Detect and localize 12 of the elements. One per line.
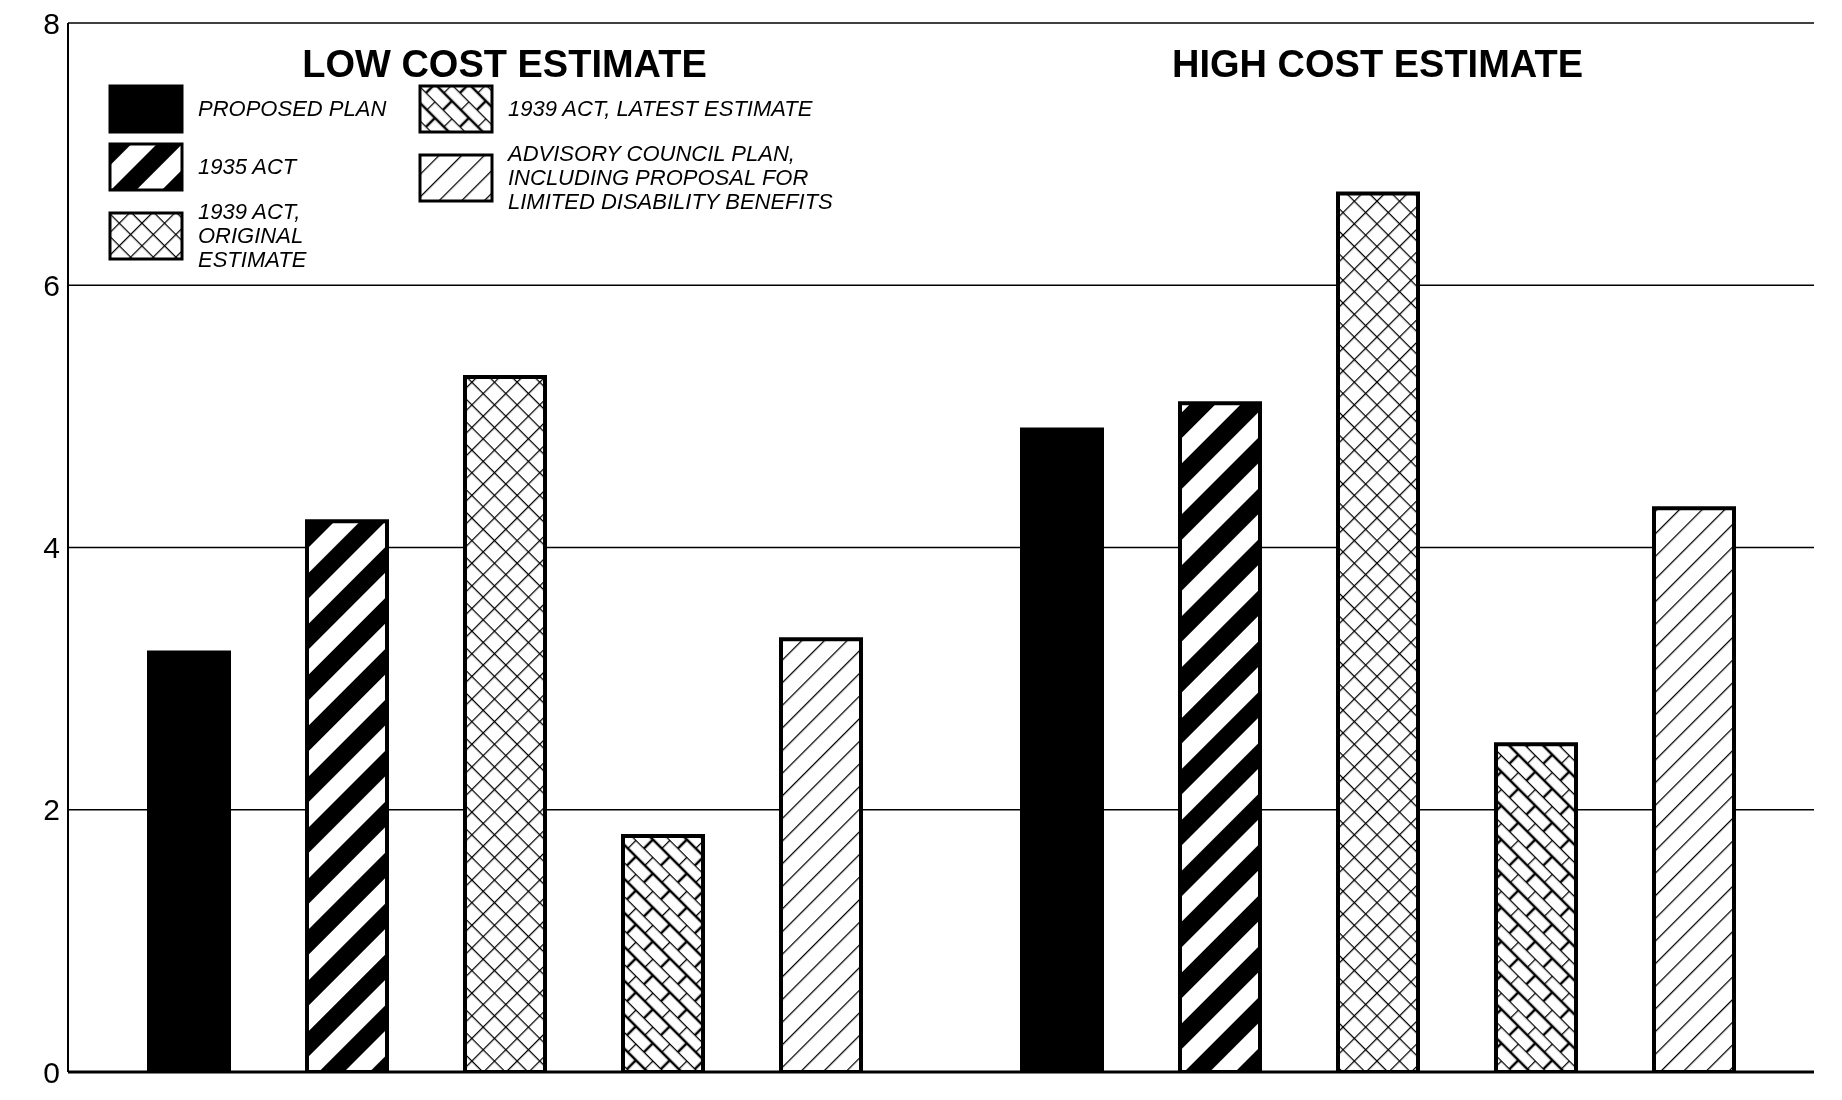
legend-label: 1939 ACT, ORIGINAL ESTIMATE bbox=[198, 199, 308, 273]
legend-label: PROPOSED PLAN bbox=[198, 95, 387, 122]
y-tick-label: 6 bbox=[43, 268, 60, 302]
legend-label: 1939 ACT, LATEST ESTIMATE bbox=[508, 95, 813, 122]
y-tick-label: 8 bbox=[43, 6, 60, 40]
x-tick-label: HIGH COST ESTIMATE bbox=[1172, 43, 1583, 85]
legend-label: ADVISORY COUNCIL PLAN, INCLUDING PROPOSAL FOR LIMITED DISABILITY BENEFITS bbox=[508, 141, 834, 215]
x-tick-label: LOW COST ESTIMATE bbox=[302, 43, 707, 85]
y-tick-label: 4 bbox=[43, 531, 60, 565]
y-tick-label: 0 bbox=[43, 1055, 60, 1089]
y-tick-label: 2 bbox=[43, 793, 60, 827]
legend-label: 1935 ACT bbox=[198, 153, 297, 180]
